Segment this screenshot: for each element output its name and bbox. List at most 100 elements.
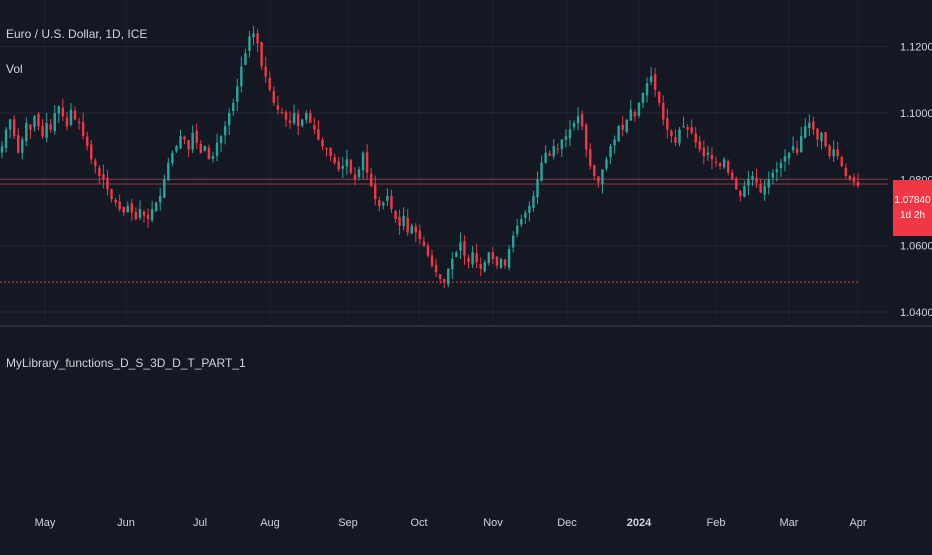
candle-body [365, 152, 369, 173]
x-tick-label: Jun [117, 517, 135, 529]
candle-body [53, 112, 56, 132]
candle-body [479, 264, 482, 269]
candle-body [597, 176, 600, 183]
candle-body [832, 149, 835, 157]
candle-body [284, 112, 288, 120]
candle-body [203, 146, 207, 151]
candle-body [637, 102, 641, 116]
candle-body [451, 258, 454, 270]
candle-body [499, 258, 503, 268]
candle-body [374, 184, 377, 200]
y-tick-label: 1.12000 [900, 42, 932, 54]
candle-body [560, 139, 564, 150]
candle-body [394, 211, 397, 220]
candle-body [183, 136, 186, 140]
x-tick-label: Feb [707, 517, 726, 529]
candle-body [589, 149, 592, 167]
candle-body [771, 172, 775, 178]
candle-body [280, 111, 284, 113]
candle-body [29, 124, 32, 130]
candle-body [219, 136, 223, 144]
candle-body [812, 121, 815, 130]
y-tick-label: 1.04000 [900, 307, 932, 319]
x-tick-label: Jul [193, 517, 207, 529]
candle-body [414, 226, 418, 233]
symbol-title[interactable]: Euro / U.S. Dollar, 1D, ICE [6, 27, 148, 41]
candle-body [268, 78, 271, 90]
candle-body [240, 66, 243, 87]
candle-body [256, 33, 259, 44]
x-tick-label: 2024 [627, 517, 652, 529]
candle-body [260, 42, 263, 67]
candle-body [682, 126, 685, 128]
candle-body [475, 253, 478, 263]
candle-body [580, 114, 584, 127]
candle-body [8, 119, 12, 130]
candle-body [828, 145, 831, 157]
candle-body [686, 127, 689, 130]
candle-body [215, 142, 219, 156]
candle-body [167, 162, 170, 181]
candle-body [714, 161, 718, 163]
candle-body [726, 161, 730, 173]
candle-body [576, 116, 580, 124]
candle-body [244, 53, 247, 65]
candle-body [763, 185, 766, 195]
candle-body [309, 112, 312, 123]
candle-body [455, 252, 458, 258]
x-tick-label: Apr [849, 517, 866, 529]
candle-body [361, 152, 365, 171]
candle-body [292, 112, 296, 124]
candle-body [662, 102, 665, 120]
candle-body [442, 279, 446, 283]
candle-body [471, 252, 474, 265]
candle-body [430, 255, 434, 266]
candle-body [564, 136, 568, 140]
candle-body [548, 153, 551, 157]
candle-body [236, 86, 239, 102]
candle-body [65, 117, 69, 127]
candle-body [187, 139, 190, 150]
candle-body [584, 124, 588, 150]
candle-body [852, 177, 856, 183]
x-tick-label: Mar [780, 517, 799, 529]
candle-body [227, 112, 231, 126]
candle-body [90, 144, 93, 160]
candle-body [276, 105, 280, 110]
candle-body [17, 134, 20, 153]
candle-body [751, 175, 754, 180]
candle-body [690, 127, 693, 133]
candle-body [296, 113, 300, 127]
candle-body [633, 111, 637, 117]
candle-body [605, 159, 608, 169]
candle-body [759, 183, 762, 193]
candle-body [378, 200, 381, 206]
candle-body [25, 122, 28, 142]
candle-body [491, 252, 495, 259]
y-tick-label: 1.06000 [900, 241, 932, 253]
volume-label[interactable]: Vol [6, 62, 23, 76]
candle-body [836, 149, 839, 157]
candle-body [820, 132, 823, 142]
candle-body [118, 201, 121, 210]
candle-body [511, 235, 515, 248]
candle-body [422, 241, 426, 246]
candle-body [552, 146, 555, 157]
candle-body [130, 203, 134, 213]
candle-body [593, 165, 596, 176]
candle-body [321, 139, 324, 147]
candle-body [747, 179, 750, 186]
candle-body [114, 199, 117, 203]
candle-body [406, 217, 409, 233]
candle-body [532, 195, 535, 208]
candle-body [390, 195, 393, 210]
candle-body [787, 152, 791, 159]
candle-body [272, 91, 276, 103]
candle-body [49, 124, 52, 130]
indicator-label[interactable]: MyLibrary_functions_D_S_3D_D_T_PART_1 [6, 356, 246, 370]
candle-body [739, 190, 742, 196]
x-tick-label: Dec [557, 517, 577, 529]
candle-body [61, 107, 65, 117]
